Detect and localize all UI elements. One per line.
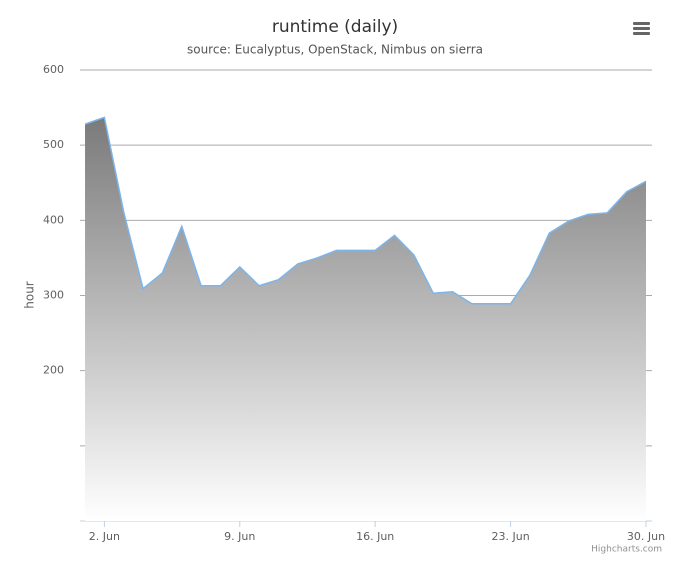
menu-button[interactable] [633, 22, 650, 35]
area-line [84, 116, 647, 305]
y-tick-label: 300 [43, 289, 64, 302]
x-tick-label: 9. Jun [224, 530, 255, 543]
x-tick-label: 23. Jun [492, 530, 530, 543]
chart-subtitle: source: Eucalyptus, OpenStack, Nimbus on… [187, 43, 483, 57]
y-tick-label: 600 [43, 63, 64, 76]
credits[interactable]: Highcharts.com [591, 545, 662, 555]
x-tick-label: 2. Jun [89, 530, 120, 543]
x-tick-label: 30. Jun [627, 530, 665, 543]
area-fill [85, 117, 647, 521]
y-tick-label: 400 [43, 213, 64, 226]
y-tick-label: 500 [43, 138, 64, 151]
x-tick-label: 16. Jun [356, 530, 394, 543]
chart-title: runtime (daily) [272, 17, 398, 37]
y-tick-label: 200 [43, 364, 64, 377]
y-axis-title: hour [23, 281, 37, 309]
